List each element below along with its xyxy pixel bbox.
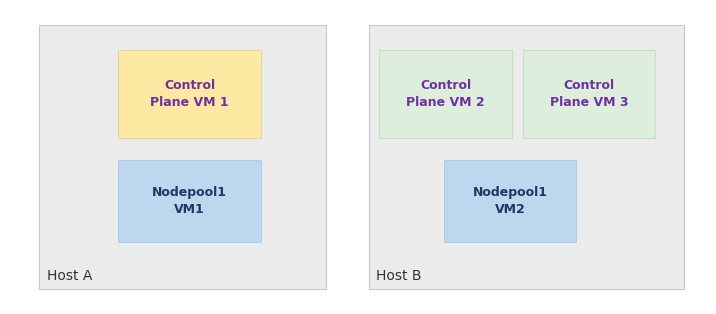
- FancyBboxPatch shape: [118, 160, 261, 242]
- FancyBboxPatch shape: [118, 50, 261, 138]
- FancyBboxPatch shape: [523, 50, 655, 138]
- FancyBboxPatch shape: [39, 25, 326, 289]
- FancyBboxPatch shape: [369, 25, 684, 289]
- Text: Nodepool1
VM2: Nodepool1 VM2: [473, 186, 548, 216]
- Text: Control
Plane VM 1: Control Plane VM 1: [150, 79, 229, 109]
- Text: Nodepool1
VM1: Nodepool1 VM1: [153, 186, 227, 216]
- Text: Control
Plane VM 3: Control Plane VM 3: [550, 79, 628, 109]
- Text: Control
Plane VM 2: Control Plane VM 2: [407, 79, 485, 109]
- Text: Host B: Host B: [376, 268, 422, 283]
- FancyBboxPatch shape: [444, 160, 576, 242]
- Text: Host A: Host A: [47, 268, 92, 283]
- FancyBboxPatch shape: [379, 50, 512, 138]
